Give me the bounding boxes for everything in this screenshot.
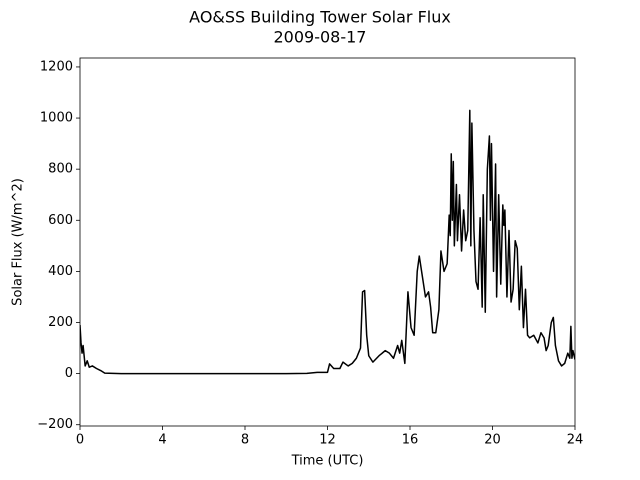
y-tick-label: 0 [65,366,73,381]
data-line [80,109,575,375]
x-tick-label: 4 [158,433,166,448]
y-tick-label: 200 [48,315,73,330]
x-tick-label: 20 [484,433,501,448]
x-tick-label: 8 [241,433,249,448]
chart-title: AO&SS Building Tower Solar Flux [189,8,451,27]
x-tick-label: 24 [567,433,584,448]
x-tick-label: 0 [76,433,84,448]
plot-frame [79,57,576,427]
y-tick-label: 400 [48,264,73,279]
x-tick-label: 16 [402,433,419,448]
y-tick-label: 1200 [40,59,73,74]
x-axis-label: Time (UTC) [291,454,364,469]
chart-subtitle: 2009-08-17 [274,28,367,47]
y-tick-label: 800 [48,162,73,177]
y-tick-label: −200 [37,417,73,432]
y-tick-label: 1000 [40,111,73,126]
y-axis-label: Solar Flux (W/m^2) [11,178,26,306]
x-tick-label: 12 [319,433,336,448]
y-tick-label: 600 [48,213,73,228]
